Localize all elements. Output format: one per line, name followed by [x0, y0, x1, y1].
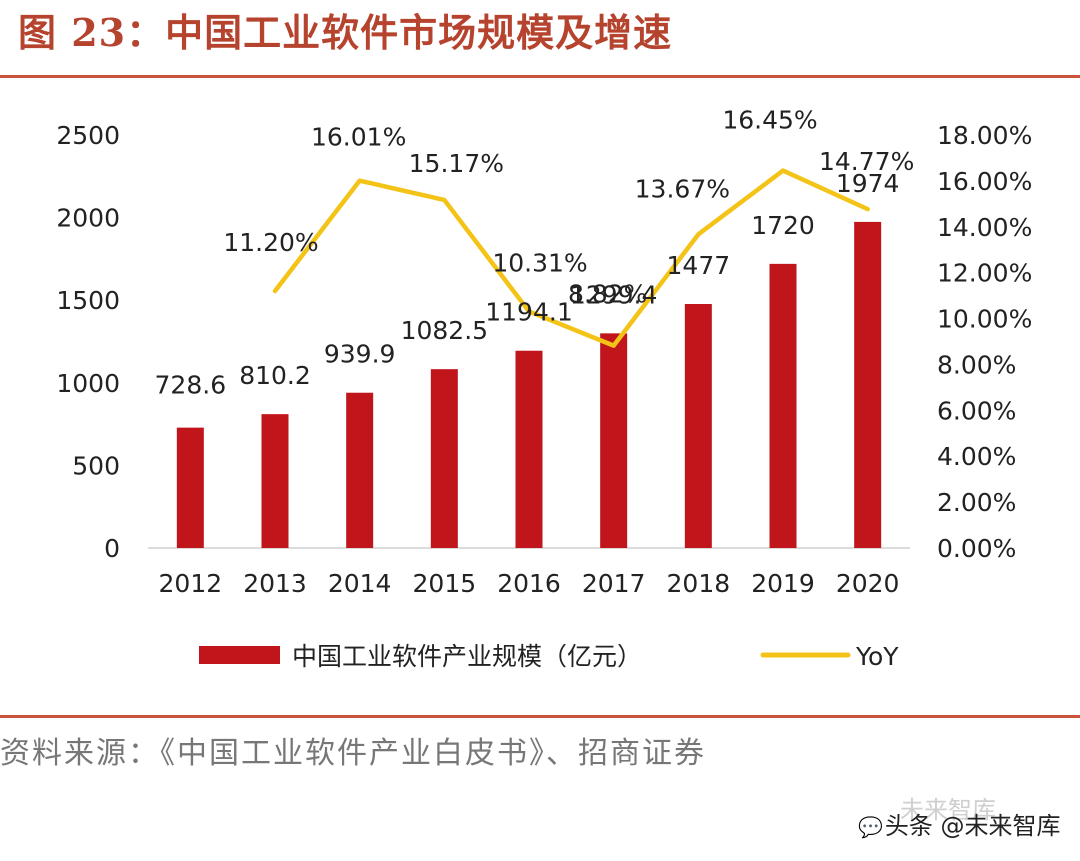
bar [854, 221, 882, 548]
x-tick-label: 2014 [328, 569, 392, 598]
line-data-label: 11.20% [223, 228, 318, 257]
title-rule [0, 75, 1080, 78]
y-right-tick-label: 2.00% [937, 488, 1016, 517]
bar-data-label: 1477 [667, 251, 731, 280]
bar-data-label: 1974 [836, 169, 900, 198]
source-note: 资料来源：《中国工业软件产业白皮书》、招商证券 [0, 736, 706, 771]
bar-data-label: 939.9 [324, 340, 396, 369]
x-tick-label: 2015 [413, 569, 477, 598]
bar [176, 427, 204, 548]
y-left-tick-label: 1500 [56, 286, 120, 315]
y-right-tick-label: 4.00% [937, 442, 1016, 471]
line-data-label: 13.67% [635, 174, 730, 203]
x-tick-label: 2018 [667, 569, 731, 598]
line-data-label: 10.31% [492, 248, 587, 277]
legend-bar-swatch [199, 646, 280, 664]
yoy-line [272, 168, 870, 348]
bar [346, 392, 374, 548]
bar-data-label: 728.6 [155, 371, 227, 400]
x-tick-label: 2016 [497, 569, 561, 598]
y-right-tick-label: 0.00% [937, 534, 1016, 563]
chat-bubble-icon: 💬 [858, 815, 883, 839]
x-tick-label: 2012 [159, 569, 223, 598]
bar-data-label: 1194.1 [485, 298, 572, 327]
bar [515, 350, 543, 548]
watermark-text: 头条 @未来智库 [884, 812, 1061, 840]
y-left-tick-label: 0 [104, 534, 120, 563]
line-data-label: 15.17% [409, 149, 504, 178]
y-right-tick-label: 10.00% [937, 305, 1032, 334]
y-left-tick-label: 2500 [56, 121, 120, 150]
x-tick-label: 2020 [836, 569, 900, 598]
y-right-tick-label: 12.00% [937, 259, 1032, 288]
y-right-tick-label: 6.00% [937, 396, 1016, 425]
bar-data-label: 810.2 [239, 361, 311, 390]
y-left-tick-label: 2000 [56, 204, 120, 233]
line-data-label: 8.82% [568, 280, 647, 309]
bar [684, 303, 712, 548]
y-left-tick-label: 500 [72, 451, 120, 480]
y-left-tick-label: 1000 [56, 369, 120, 398]
bar [261, 414, 289, 548]
x-tick-label: 2019 [751, 569, 815, 598]
bar-data-label: 1082.5 [401, 316, 488, 345]
y-right-tick-label: 18.00% [937, 121, 1032, 150]
chart: 0 500 1000 1500 2000 2500 0.00% 2.00% 4.00% 6.00%… [56, 106, 1032, 671]
figure-title: 图 23：中国工业软件市场规模及增速 [18, 10, 673, 55]
watermark: 💬头条 @未来智库 [858, 806, 1061, 841]
bar [769, 263, 797, 548]
line-data-label: 16.01% [311, 123, 406, 152]
source-rule [0, 715, 1080, 718]
legend-bar-label: 中国工业软件产业规模（亿元） [292, 642, 642, 671]
x-tick-label: 2017 [582, 569, 646, 598]
x-tick-label: 2013 [243, 569, 307, 598]
watermark-ghost: 未来智库 [900, 796, 996, 824]
y-right-tick-label: 8.00% [937, 350, 1016, 379]
legend-line-label: YoY [855, 642, 899, 671]
line-data-label: 16.45% [722, 106, 817, 135]
bar [430, 369, 458, 548]
y-right-tick-label: 14.00% [937, 213, 1032, 242]
bar-data-label: 1299.4 [570, 280, 657, 309]
y-right-tick-label: 16.00% [937, 167, 1032, 196]
bar-data-label: 1720 [751, 211, 815, 240]
line-data-label: 14.77% [819, 147, 914, 176]
bar [600, 333, 628, 548]
